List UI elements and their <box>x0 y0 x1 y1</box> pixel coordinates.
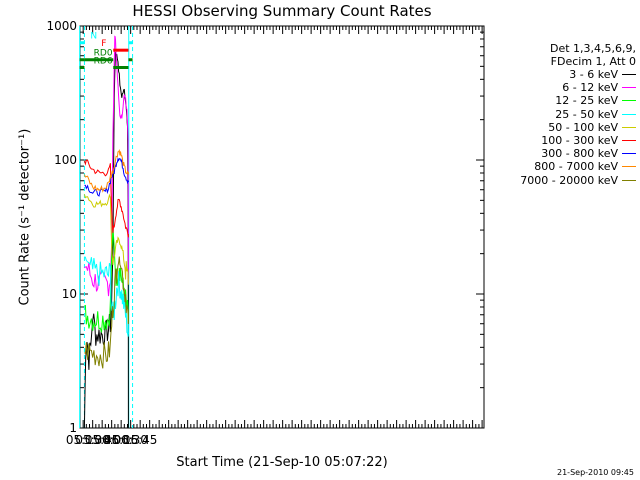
annotation-label-rd6: RD6 <box>94 57 113 67</box>
legend-swatch <box>622 87 636 89</box>
legend-swatch <box>622 179 636 181</box>
x-tick-label: 05:30 <box>75 433 110 447</box>
y-tick-label: 1000 <box>46 19 77 33</box>
legend-item: 3 - 6 keV <box>486 68 636 81</box>
legend-item-label: 100 - 300 keV <box>541 134 618 148</box>
legend-swatch <box>622 166 636 168</box>
series-line-7000-20000-kev <box>84 256 129 369</box>
legend-item-label: 300 - 800 keV <box>541 147 618 161</box>
annotation-label-n: N <box>90 32 97 42</box>
series-line-50-100-kev <box>83 193 129 285</box>
legend-item: 50 - 100 keV <box>486 121 636 134</box>
legend-item: 12 - 25 keV <box>486 94 636 107</box>
legend-item: 300 - 800 keV <box>486 147 636 160</box>
x-tick-label: 06:00 <box>94 433 129 447</box>
x-axis-label: Start Time (21-Sep-10 05:07:22) <box>176 455 388 470</box>
legend-swatch <box>622 74 636 76</box>
y-tick-label: 10 <box>62 287 77 301</box>
timestamp: 21-Sep-2010 09:45 <box>557 468 634 477</box>
legend-item-label: 3 - 6 keV <box>569 68 618 82</box>
legend-item: 100 - 300 keV <box>486 134 636 147</box>
legend-item-label: 12 - 25 keV <box>555 94 618 108</box>
series-line-6-12-kev <box>84 35 129 297</box>
legend-header-line-1: Det 1,3,4,5,6,9, <box>549 42 636 55</box>
y-axis-label: Count Rate (s⁻¹ detector⁻¹) <box>17 128 33 306</box>
chart-title: HESSI Observing Summary Count Rates <box>132 2 432 20</box>
plot-area: 1 10 100 1000 05:1505:3005:4506:0006:1506:30… <box>46 19 485 447</box>
legend-swatch <box>622 140 636 142</box>
legend-swatch <box>622 153 636 155</box>
annotation-label-rd0: RD0 <box>94 49 113 59</box>
x-tick-label: 06:45 <box>123 433 158 447</box>
legend-item-label: 6 - 12 keV <box>562 81 618 95</box>
legend-item-label: 7000 - 20000 keV <box>520 173 618 187</box>
series-line-300-800-kev <box>84 157 129 197</box>
legend-item-label: 800 - 7000 keV <box>534 160 618 174</box>
series-line-800-7000-kev <box>83 148 129 193</box>
plot-frame <box>79 25 485 429</box>
legend-item: 7000 - 20000 keV <box>486 174 636 187</box>
legend-item-label: 50 - 100 keV <box>548 120 618 134</box>
legend-item: 25 - 50 keV <box>486 108 636 121</box>
legend-swatch <box>622 126 636 128</box>
annotation-label-f: F <box>101 39 106 49</box>
series-line-25-50-kev <box>84 256 129 337</box>
legend-header-line-2: FDecim 1, Att 0 <box>550 55 636 68</box>
x-tick-label: 06:30 <box>113 433 148 447</box>
legend-swatch <box>622 100 636 102</box>
legend-item-label: 25 - 50 keV <box>555 107 618 121</box>
y-tick-label: 100 <box>54 153 77 167</box>
x-tick-label: 05:15 <box>66 433 101 447</box>
legend-item: 800 - 7000 keV <box>486 160 636 173</box>
x-tick-label: 05:45 <box>85 433 120 447</box>
legend-swatch <box>622 113 636 115</box>
x-tick-label: 06:15 <box>104 433 139 447</box>
y-tick-label: 1 <box>69 421 77 435</box>
legend: Det 1,3,4,5,6,9, FDecim 1, Att 0 3 - 6 k… <box>486 42 636 187</box>
legend-item: 6 - 12 keV <box>486 81 636 94</box>
series-line-100-300-kev <box>83 159 129 238</box>
series-line-3-6-kev <box>83 52 129 429</box>
